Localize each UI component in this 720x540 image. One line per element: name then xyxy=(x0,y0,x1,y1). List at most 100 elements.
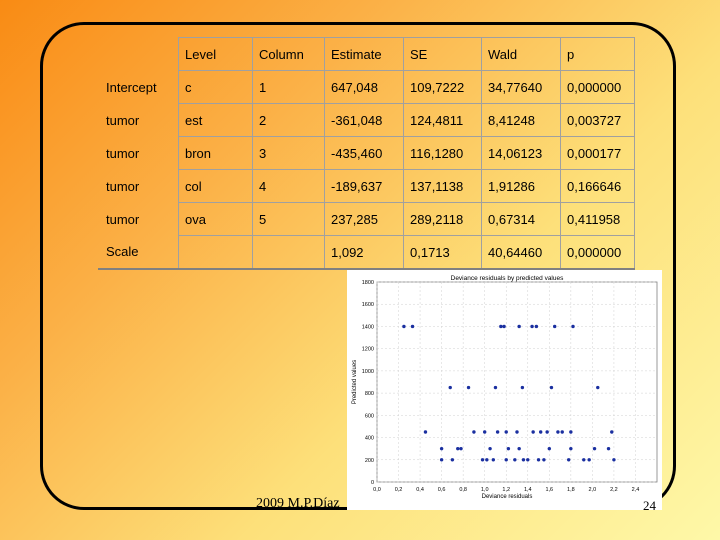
x-tick-label: 1,0 xyxy=(481,487,489,493)
wald-cell: 14,06123 xyxy=(481,136,561,170)
scatter-point xyxy=(538,430,543,434)
table-row: Intercept c 1 647,048 109,7222 34,77640 … xyxy=(98,70,635,104)
y-tick-label: 200 xyxy=(365,458,374,464)
scatter-point xyxy=(552,324,557,329)
scatter-point xyxy=(517,324,521,329)
scatter-point xyxy=(448,385,452,390)
page-number: 24 xyxy=(643,498,656,513)
row-label: tumor xyxy=(106,211,140,227)
se-cell: 124,4811 xyxy=(403,103,482,137)
estimate-cell: -189,637 xyxy=(324,169,404,203)
p-cell: 0,166646 xyxy=(560,169,635,203)
y-tick-label: 1600 xyxy=(362,302,374,308)
header-cell xyxy=(98,38,179,71)
scatter-point xyxy=(502,324,506,329)
table-row: tumor est 2 -361,048 124,4811 8,41248 0,… xyxy=(98,103,635,137)
x-tick-label: 1,6 xyxy=(545,487,553,493)
estimate-cell: -435,460 xyxy=(324,136,404,170)
level-cell: ova xyxy=(178,202,253,236)
scatter-point xyxy=(566,458,571,462)
footer-text: 2009 M.P.Díaz xyxy=(256,496,340,511)
table-row: Scale 1,092 0,1713 40,64460 0,000000 xyxy=(98,235,635,270)
x-tick-label: 1,8 xyxy=(567,487,575,493)
scatter-point xyxy=(547,446,552,451)
se-cell: 289,2118 xyxy=(403,202,482,236)
y-tick-label: 1000 xyxy=(362,369,374,375)
scatter-point xyxy=(542,458,546,462)
estimate-cell: -361,048 xyxy=(324,103,404,137)
scatter-point xyxy=(423,430,428,434)
header-cell: Wald xyxy=(481,37,561,71)
se-cell: 109,7222 xyxy=(403,70,482,104)
scatter-point xyxy=(530,324,534,329)
plot-area xyxy=(376,281,658,483)
x-tick-label: 2,4 xyxy=(632,487,640,493)
scatter-point xyxy=(610,430,614,434)
scatter-point xyxy=(592,446,597,451)
scatter-point xyxy=(521,458,526,462)
scatter-point xyxy=(472,430,476,434)
scatter-point xyxy=(596,385,600,390)
row-label: tumor xyxy=(106,112,140,128)
header-cell: Level xyxy=(178,37,253,71)
p-cell: 0,000000 xyxy=(560,235,635,270)
scatter-point xyxy=(402,324,406,329)
table-header-row: Level Column Estimate SE Wald p xyxy=(98,37,635,71)
estimate-cell: 237,285 xyxy=(324,202,404,236)
scatter-point xyxy=(439,458,444,462)
wald-cell: 0,67314 xyxy=(481,202,561,236)
column-cell: 4 xyxy=(252,169,325,203)
scatter-point xyxy=(482,430,487,434)
scatter-point xyxy=(549,385,554,390)
wald-cell: 8,41248 xyxy=(481,103,561,137)
scatter-point xyxy=(480,458,485,462)
y-tick-label: 1200 xyxy=(362,347,374,353)
regression-table: Level Column Estimate SE Wald p Intercep… xyxy=(98,37,635,270)
scatter-point xyxy=(569,446,573,451)
table-row: tumor ova 5 237,285 289,2118 0,67314 0,4… xyxy=(98,202,635,236)
level-cell: c xyxy=(178,70,253,104)
y-tick-label: 1800 xyxy=(362,280,374,286)
scatter-point xyxy=(493,385,498,390)
chart-title: Deviance residuals by predicted values xyxy=(451,275,564,282)
level-cell: col xyxy=(178,169,253,203)
scatter-point xyxy=(606,446,611,451)
x-tick-label: 0,6 xyxy=(438,487,446,493)
p-cell: 0,000000 xyxy=(560,70,635,104)
column-cell: 5 xyxy=(252,202,325,236)
level-cell xyxy=(178,235,253,270)
p-cell: 0,003727 xyxy=(560,103,635,137)
p-cell: 0,000177 xyxy=(560,136,635,170)
x-tick-label: 1,4 xyxy=(524,487,532,493)
scatter-point xyxy=(571,324,575,329)
header-cell: Estimate xyxy=(324,37,404,71)
x-tick-label: 2,0 xyxy=(589,487,597,493)
scatter-point xyxy=(485,458,489,462)
level-cell: est xyxy=(178,103,253,137)
scatter-point xyxy=(488,446,492,451)
header-cell: Column xyxy=(252,37,325,71)
scatter-point xyxy=(612,458,616,462)
scatter-point xyxy=(560,430,564,434)
scatter-point xyxy=(587,458,591,462)
scatter-point xyxy=(450,458,455,462)
scatter-point xyxy=(491,458,496,462)
scatter-point xyxy=(459,446,463,451)
y-tick-label: 400 xyxy=(365,436,374,442)
scatter-chart: Deviance residuals by predicted values D… xyxy=(347,270,662,510)
x-tick-label: 0,8 xyxy=(459,487,467,493)
column-cell xyxy=(252,235,325,270)
column-cell: 3 xyxy=(252,136,325,170)
column-cell: 2 xyxy=(252,103,325,137)
x-tick-label: 0,2 xyxy=(395,487,403,493)
scatter-point xyxy=(520,385,525,390)
x-tick-label: 1,2 xyxy=(502,487,510,493)
scatter-point xyxy=(456,446,460,451)
row-label: tumor xyxy=(106,145,140,161)
scatter-point xyxy=(531,430,535,434)
se-cell: 116,1280 xyxy=(403,136,482,170)
scatter-point xyxy=(506,446,511,451)
scatter-point xyxy=(495,430,500,434)
scatter-point xyxy=(534,324,539,329)
level-cell: bron xyxy=(178,136,253,170)
